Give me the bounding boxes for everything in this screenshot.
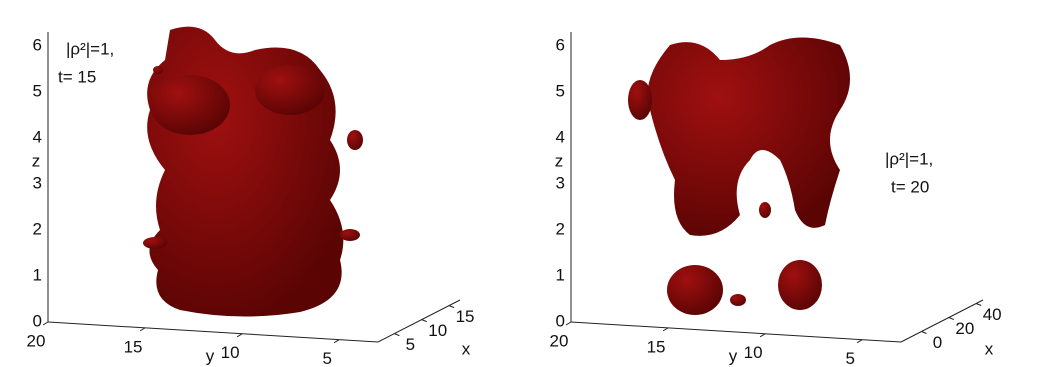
z-tick-label: 6 [556, 35, 565, 54]
x-tick [975, 303, 982, 306]
z-tick-label: 4 [33, 127, 42, 146]
y-tick [236, 333, 243, 338]
x-tick-label: 20 [955, 319, 974, 338]
x-tick-label: 15 [456, 307, 475, 326]
y-tick-label: 15 [647, 337, 666, 356]
x-axis [377, 299, 461, 343]
x-tick [421, 319, 427, 323]
z-tick-label: 0 [33, 311, 42, 330]
z-axis-label: z [555, 151, 564, 170]
z-tick-label: 3 [33, 173, 42, 192]
isosurface [628, 37, 850, 315]
x-axis-label: x [985, 339, 994, 358]
y-axis-label: y [206, 346, 215, 365]
x-tick-label: 0 [933, 333, 942, 352]
annotation: t= 15 [58, 67, 96, 86]
y-tick [139, 327, 146, 332]
z-axis-label: z [32, 151, 41, 170]
z-tick-label: 6 [33, 35, 42, 54]
y-tick-label: 10 [744, 343, 763, 362]
z-tick-label: 4 [556, 127, 565, 146]
y-axis-label: y [729, 346, 738, 365]
z-tick-label: 5 [556, 81, 565, 100]
y-tick-label: 5 [845, 349, 854, 367]
annotation: |ρ²|=1, [66, 39, 114, 58]
y-axis [570, 321, 902, 343]
annotation: t= 20 [891, 177, 929, 196]
x-axis [900, 299, 984, 343]
x-tick [948, 317, 955, 320]
x-tick-label: 5 [406, 335, 415, 354]
x-axis-label: x [462, 339, 471, 358]
y-tick [42, 321, 49, 326]
y-axis [47, 321, 379, 343]
z-tick-label: 2 [33, 219, 42, 238]
y-tick-label: 15 [124, 337, 143, 356]
y-tick [662, 327, 669, 332]
z-tick-label: 5 [33, 81, 42, 100]
x-tick [921, 331, 927, 334]
y-tick-label: 5 [322, 349, 331, 367]
y-tick [856, 339, 863, 344]
isosurface [143, 26, 363, 317]
x-tick-label: 10 [428, 321, 447, 340]
y-tick [759, 333, 766, 338]
z-tick-label: 2 [556, 219, 565, 238]
y-tick [333, 339, 340, 344]
y-tick-label: 20 [27, 331, 46, 350]
z-tick-label: 0 [556, 311, 565, 330]
x-tick [448, 305, 455, 309]
y-tick-label: 10 [221, 343, 240, 362]
z-tick-label: 1 [33, 265, 42, 284]
x-tick [394, 333, 400, 337]
z-tick-label: 3 [556, 173, 565, 192]
z-tick-label: 1 [556, 265, 565, 284]
x-tick-label: 40 [983, 305, 1002, 324]
y-tick-label: 20 [550, 331, 569, 350]
y-tick [565, 321, 572, 326]
annotation: |ρ²|=1, [885, 149, 933, 168]
